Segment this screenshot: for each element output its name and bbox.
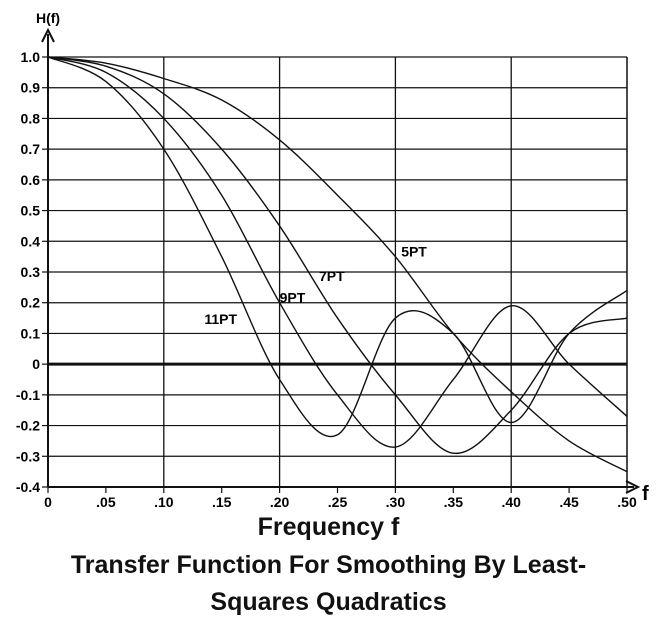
x-tick-label: .25 <box>328 494 348 510</box>
x-tick-label: .40 <box>501 494 521 510</box>
y-tick-label: -0.2 <box>16 418 40 434</box>
y-tick-label: 0.8 <box>21 110 41 126</box>
y-tick-label: 0.5 <box>21 203 41 219</box>
series-label-5pt: 5PT <box>401 244 427 260</box>
series-line-5pt <box>48 57 627 472</box>
chart-title-line-1: Transfer Function For Smoothing By Least… <box>0 551 657 580</box>
x-axis-title: Frequency f <box>0 513 657 542</box>
series-curves <box>48 57 627 472</box>
y-tick-label: 0.4 <box>21 233 41 249</box>
y-tick-label: 0.2 <box>21 295 41 311</box>
series-line-9pt <box>48 57 627 447</box>
x-tick-label: .15 <box>212 494 232 510</box>
y-tick-label: -0.1 <box>16 387 40 403</box>
x-tick-label: .30 <box>386 494 406 510</box>
y-tick-label: 0.1 <box>21 325 41 341</box>
x-tick-label: .35 <box>444 494 464 510</box>
series-label-9pt: 9PT <box>280 290 306 306</box>
x-tick-label: .05 <box>96 494 116 510</box>
x-tick-label: .50 <box>617 494 637 510</box>
y-tick-label: 0.3 <box>21 264 41 280</box>
x-tick-label: .20 <box>270 494 290 510</box>
chart-title-line-2: Squares Quadratics <box>0 588 657 617</box>
series-line-11pt <box>48 57 627 437</box>
y-tick-label: 1.0 <box>21 49 41 65</box>
x-tick-label: .10 <box>154 494 174 510</box>
axes <box>42 30 638 493</box>
x-tick-label: 0 <box>44 494 52 510</box>
y-axis-label: H(f) <box>36 10 60 26</box>
x-tick-label: .45 <box>559 494 579 510</box>
y-tick-label: 0.6 <box>21 172 41 188</box>
y-tick-label: 0.7 <box>21 141 41 157</box>
x-axis-end-label: f <box>642 483 649 505</box>
series-labels: 5PT 7PT 9PT 11PT <box>204 244 427 328</box>
series-label-7pt: 7PT <box>319 268 345 284</box>
y-tick-label: -0.4 <box>16 479 40 495</box>
series-label-11pt: 11PT <box>204 311 237 327</box>
y-tick-label: 0 <box>32 356 40 372</box>
y-tick-label: -0.3 <box>16 448 40 464</box>
y-tick-label: 0.9 <box>21 80 41 96</box>
